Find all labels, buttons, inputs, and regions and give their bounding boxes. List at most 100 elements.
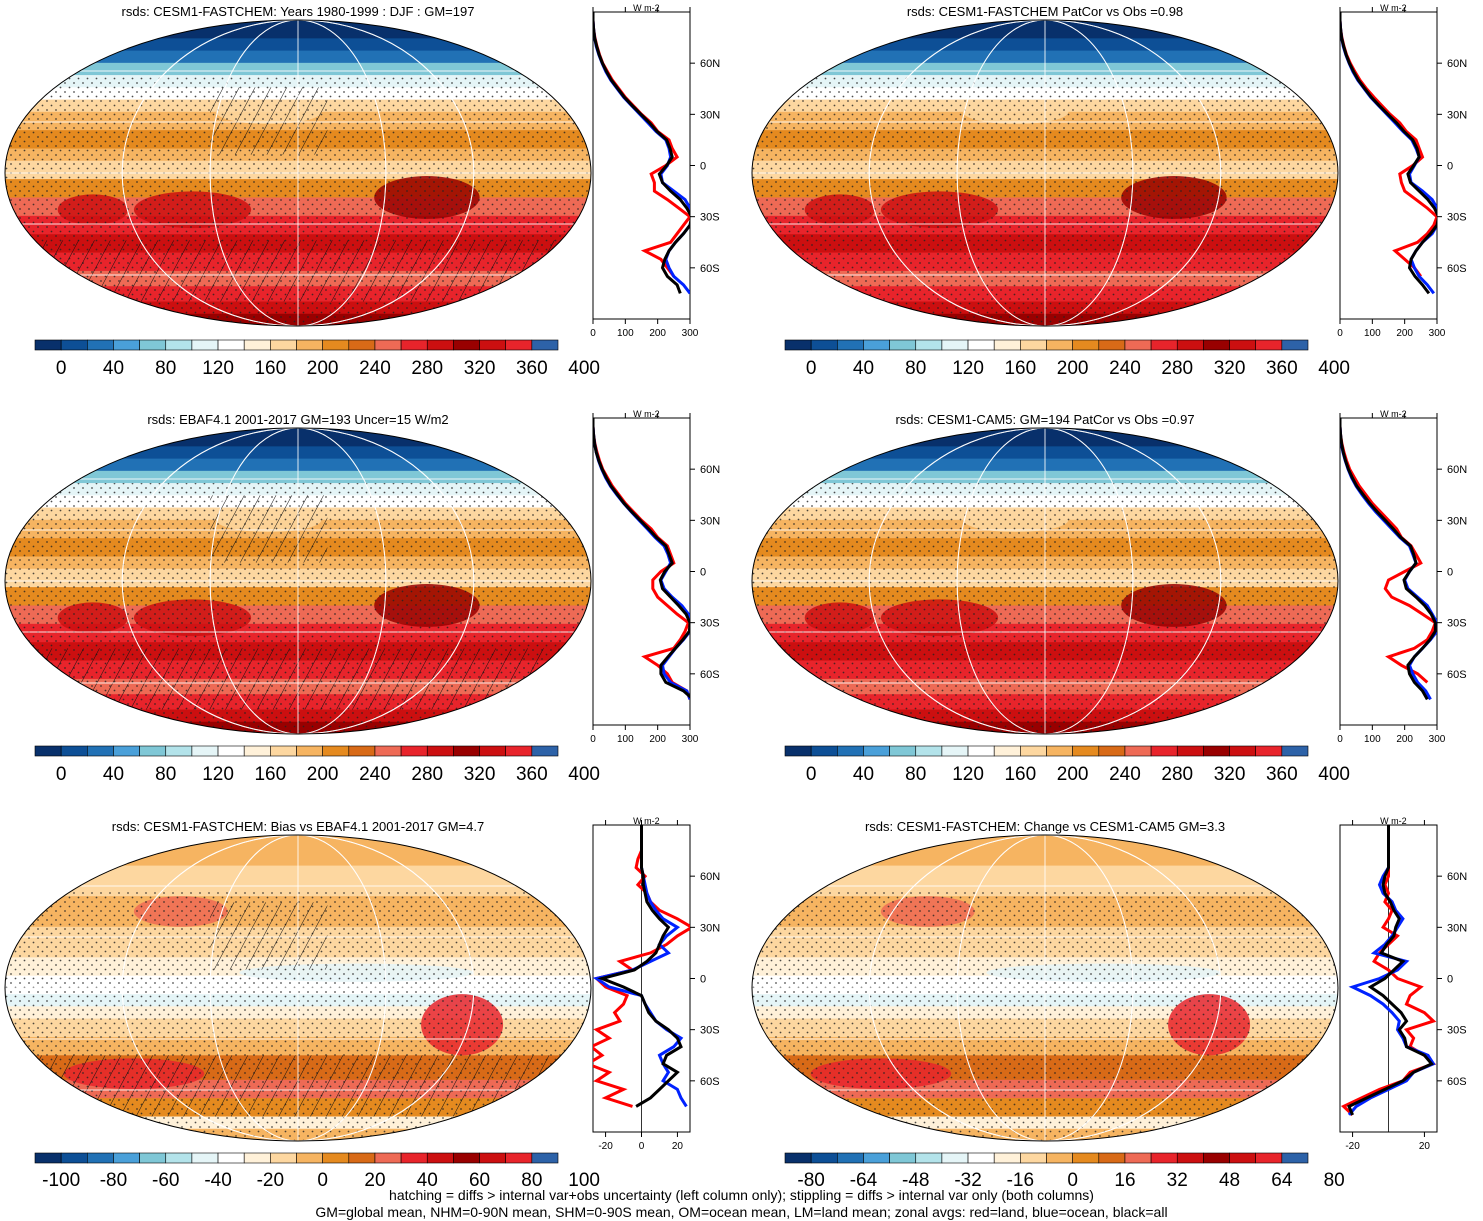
colorbar-swatch [1281, 745, 1309, 757]
colorbar-swatch [1229, 745, 1257, 757]
colorbar-swatch [1098, 339, 1126, 351]
x-tick-label: 200 [1396, 328, 1413, 339]
colorbar-label: 16 [1114, 1170, 1135, 1191]
profile-unit: W m-2 [633, 816, 660, 826]
colorbar-label: -40 [204, 1170, 231, 1191]
zonal-profile: W m-2 0 100 200 300 60N 30N 0 30S 60S [590, 409, 720, 745]
graticule-lon [121, 20, 475, 326]
colorbar-swatch [1124, 339, 1152, 351]
y-tick-label: 60S [700, 1076, 720, 1088]
x-tick-label: 0 [1337, 734, 1343, 745]
series-line-all [1340, 12, 1437, 295]
colorbar-swatch [1124, 745, 1152, 757]
y-tick-label: 60N [1447, 871, 1467, 883]
panel-2: rsds: CESM1-FASTCHEM PatCor vs Obs =0.98… [751, 3, 1467, 379]
y-tick-label: 0 [700, 161, 706, 173]
colorbar-swatch [243, 745, 271, 757]
hatching [210, 87, 328, 155]
x-tick-label: 0 [1337, 328, 1343, 339]
colorbar-label: 120 [952, 764, 984, 785]
panel-title: rsds: CESM1-FASTCHEM PatCor vs Obs =0.98 [907, 4, 1183, 19]
colorbar-label: 0 [56, 358, 67, 379]
colorbar-swatch [479, 1152, 506, 1164]
colorbar-label: 280 [1161, 358, 1193, 379]
colorbar-swatch [400, 745, 428, 757]
profile-frame [1339, 11, 1438, 320]
x-tick-label: 0 [590, 328, 596, 339]
colorbar-swatch [87, 339, 114, 351]
colorbar-label: 120 [952, 358, 984, 379]
colorbar-label: 400 [568, 764, 600, 785]
colorbar-swatch [531, 1152, 559, 1164]
colorbar-swatch [87, 1152, 114, 1164]
series-line-all [1347, 825, 1435, 1116]
x-tick-label: 20 [672, 1141, 684, 1152]
colorbar-swatch [1072, 745, 1100, 757]
colorbar-swatch [296, 745, 323, 757]
hatching [210, 902, 328, 970]
colorbar-swatch [836, 1152, 864, 1164]
colorbar-swatch [87, 745, 114, 757]
y-tick-label: 30S [700, 1025, 720, 1037]
x-tick-label: 100 [1364, 734, 1381, 745]
colorbar-swatch [113, 1152, 140, 1164]
y-tick-label: 0 [1447, 974, 1453, 986]
map-field [5, 835, 591, 1141]
colorbar: -100 -80 -60 -40 -20 0 20 40 60 80 100 [34, 1152, 600, 1191]
panel-title: rsds: CESM1-FASTCHEM: Years 1980-1999 : … [122, 4, 475, 19]
colorbar-swatch [191, 339, 219, 351]
colorbar-swatch [60, 339, 88, 351]
colorbar-swatch [400, 339, 428, 351]
x-tick-label: 20 [1419, 1141, 1431, 1152]
series-line-land [593, 825, 690, 1108]
x-tick-label: 100 [617, 328, 634, 339]
y-tick-label: 60N [1447, 58, 1467, 70]
colorbar-label: -60 [152, 1170, 179, 1191]
colorbar-label: 120 [202, 358, 234, 379]
colorbar-label: 0 [1067, 1170, 1078, 1191]
colorbar-label: 360 [1266, 764, 1298, 785]
colorbar-swatch [34, 745, 62, 757]
colorbar-label: 80 [905, 358, 926, 379]
y-tick-label: 0 [1447, 567, 1453, 579]
colorbar-swatch [941, 1152, 969, 1164]
y-tick-label: 30N [1447, 515, 1467, 527]
panel-6: rsds: CESM1-FASTCHEM: Change vs CESM1-CA… [751, 816, 1467, 1191]
colorbar-swatch [1229, 339, 1257, 351]
map-border [751, 427, 1339, 735]
map-field [5, 20, 591, 326]
colorbar-swatch [426, 339, 454, 351]
colorbar-swatch [967, 745, 995, 757]
profile-frame [1339, 417, 1438, 726]
colorbar-label: 60 [469, 1170, 490, 1191]
colorbar: -80 -64 -48 -32 -16 0 16 32 48 64 80 [784, 1152, 1345, 1191]
colorbar-label: 360 [1266, 358, 1298, 379]
colorbar-swatch [270, 1152, 297, 1164]
colorbar-label: 240 [1109, 358, 1141, 379]
map-field [5, 428, 591, 734]
colorbar-swatch [1098, 745, 1126, 757]
y-tick-label: 60S [1447, 263, 1467, 275]
colorbar-label: 0 [317, 1170, 328, 1191]
colorbar-label: 120 [202, 764, 234, 785]
colorbar-swatch [426, 1152, 454, 1164]
colorbar-label: 100 [568, 1170, 600, 1191]
y-tick-label: 30S [700, 212, 720, 224]
x-tick-label: 200 [649, 328, 666, 339]
colorbar-label: 80 [521, 1170, 542, 1191]
colorbar-swatch [165, 745, 193, 757]
colorbar-swatch [863, 745, 890, 757]
colorbar-label: 280 [411, 764, 443, 785]
colorbar-swatch [34, 339, 62, 351]
colorbar-label: 80 [155, 764, 176, 785]
x-tick-label: 200 [649, 734, 666, 745]
map-border [4, 19, 592, 327]
x-tick-label: 0 [590, 734, 596, 745]
colorbar-swatch [1281, 339, 1309, 351]
colorbar-label: 80 [1324, 1170, 1345, 1191]
graticule-lon [956, 428, 1134, 734]
colorbar-label: 200 [307, 358, 339, 379]
zonal-profile: W m-2 0 100 200 300 60N 30N 0 30S 60S [1337, 409, 1467, 745]
y-tick-label: 60N [700, 871, 720, 883]
